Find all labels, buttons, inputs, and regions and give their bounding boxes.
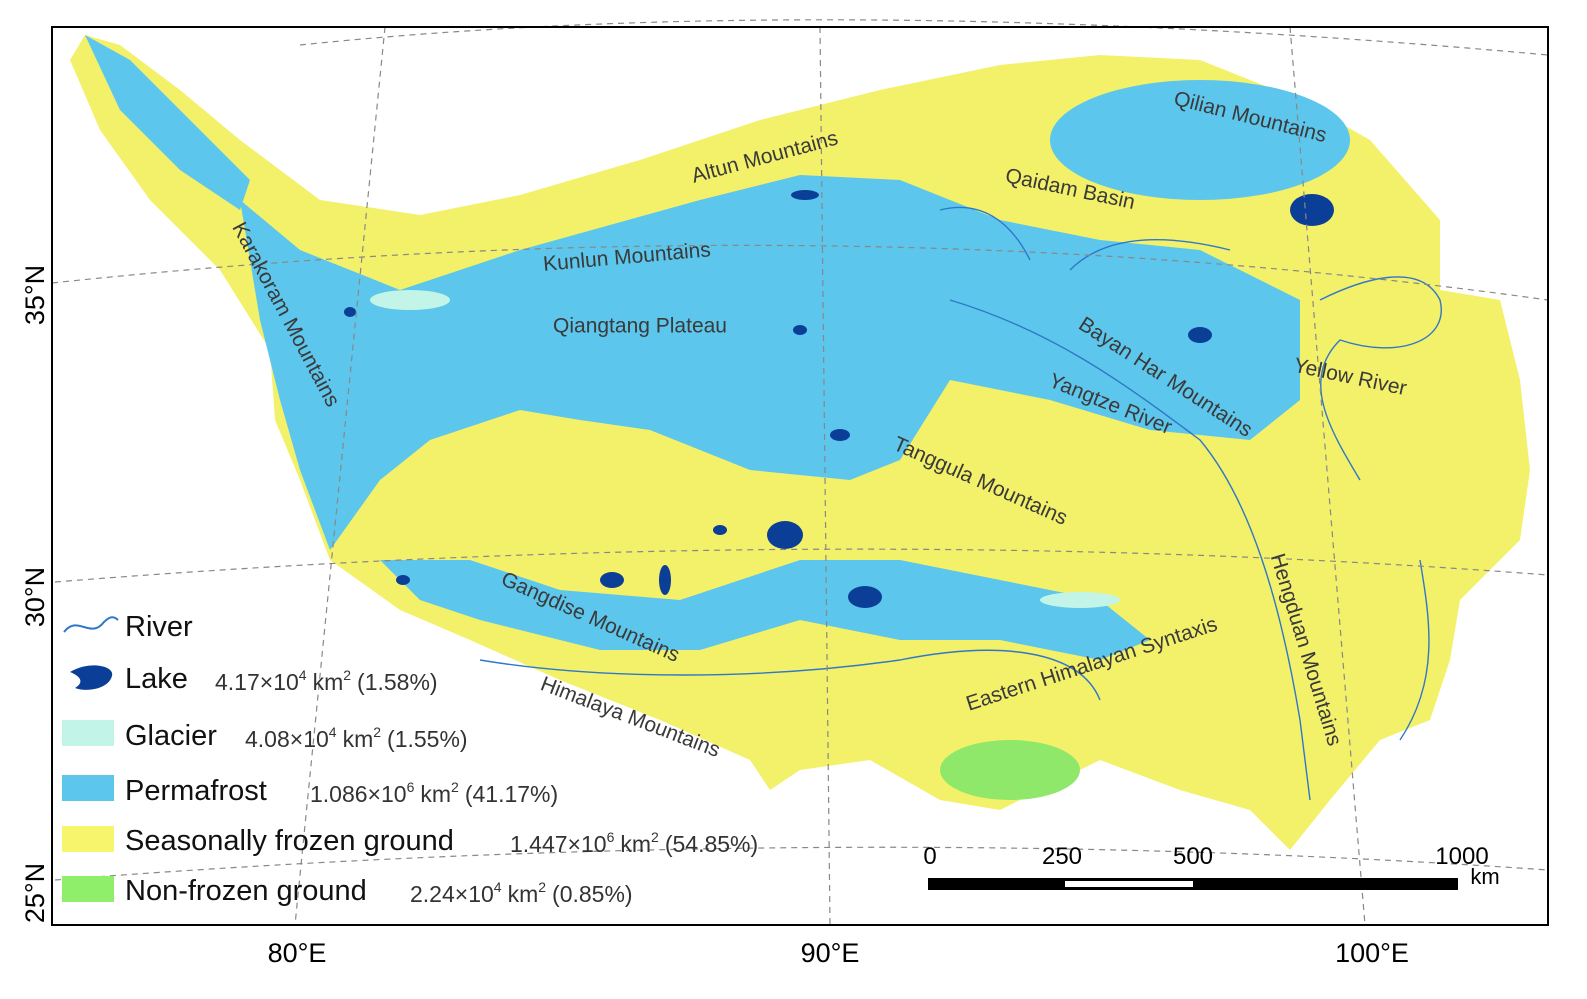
- area-unit: km: [313, 669, 344, 695]
- legend-area: 4.08×104 km2 (1.55%): [245, 724, 468, 752]
- graticule: [51, 19, 1549, 926]
- lake: [713, 525, 727, 535]
- area-share: (54.85%): [665, 831, 758, 857]
- longitude-line: [819, 26, 831, 926]
- area-base: 4.17×10: [215, 669, 299, 695]
- river: [479, 649, 1101, 701]
- legend-label: Seasonally frozen ground: [125, 825, 454, 857]
- area-share: (1.58%): [357, 669, 438, 695]
- area-share: (0.85%): [552, 881, 633, 907]
- lake: [830, 429, 850, 441]
- lake: [848, 586, 882, 608]
- legend-area: 1.086×106 km2 (41.17%): [310, 779, 558, 807]
- river: [1319, 276, 1442, 481]
- longitude-label: 80°E: [268, 938, 327, 968]
- area-exponent: 6: [607, 829, 615, 845]
- legend-permafrost-swatch: [62, 775, 114, 801]
- map-frame: [51, 26, 1549, 926]
- legend-swatches: [62, 616, 119, 902]
- area-unit: km: [343, 726, 374, 752]
- area-unit: km: [420, 781, 451, 807]
- glacier-area: [370, 290, 450, 310]
- area-unit: km: [508, 881, 539, 907]
- area-exponent: 4: [329, 724, 337, 740]
- longitude-line: [294, 26, 386, 926]
- lake: [1290, 194, 1334, 226]
- lakes: [344, 190, 1334, 608]
- lake: [600, 572, 624, 588]
- area-unit-exponent: 2: [373, 724, 381, 740]
- scale-tick-label: 0: [923, 843, 936, 870]
- legend-area: 4.17×104 km2 (1.58%): [215, 667, 438, 695]
- longitude-label: 100°E: [1335, 938, 1409, 968]
- lake: [1188, 327, 1212, 343]
- area-exponent: 4: [494, 879, 502, 895]
- legend-glacier-swatch: [62, 720, 114, 746]
- legend-area: 1.447×106 km2 (54.85%): [510, 829, 758, 857]
- area-share: (1.55%): [387, 726, 468, 752]
- place-label: Qiangtang Plateau: [553, 315, 727, 338]
- lake: [396, 575, 410, 585]
- legend-seasonal-swatch: [62, 826, 114, 852]
- permafrost-area: [380, 560, 1150, 660]
- permafrost-area: [1050, 80, 1350, 200]
- longitude-label: 90°E: [801, 938, 860, 968]
- area-base: 1.447×10: [510, 831, 607, 857]
- scale-bar-segment: [1065, 881, 1193, 887]
- legend-nonfrozen-swatch: [62, 876, 114, 902]
- area-unit-exponent: 2: [651, 829, 659, 845]
- latitude-label: 35°N: [20, 265, 50, 325]
- scale-tick-label: 250: [1042, 843, 1082, 870]
- legend-label: Glacier: [125, 720, 217, 752]
- legend-label: River: [125, 611, 193, 643]
- area-share: (41.17%): [465, 781, 558, 807]
- latitude-line: [54, 846, 1549, 881]
- lake: [344, 307, 356, 317]
- latitude-label: 30°N: [20, 567, 50, 627]
- scale-tick-label: 1000: [1435, 843, 1488, 870]
- area-exponent: 6: [407, 779, 415, 795]
- area-base: 4.08×10: [245, 726, 329, 752]
- latitude-line: [299, 19, 1549, 56]
- latitude-line: [54, 548, 1549, 583]
- rivers: [479, 206, 1442, 801]
- area-exponent: 4: [299, 667, 307, 683]
- latitude-line: [51, 244, 1549, 301]
- river: [1399, 559, 1430, 741]
- legend-label: Non-frozen ground: [125, 875, 367, 907]
- area-unit-exponent: 2: [343, 667, 351, 683]
- lake: [659, 565, 671, 595]
- area-base: 1.086×10: [310, 781, 407, 807]
- area-unit-exponent: 2: [538, 879, 546, 895]
- legend-label: Permafrost: [125, 775, 267, 807]
- area-base: 2.24×10: [410, 881, 494, 907]
- legend-area: 2.24×104 km2 (0.85%): [410, 879, 633, 907]
- permafrost-area: [85, 35, 250, 210]
- lake: [793, 325, 807, 335]
- river: [939, 206, 1031, 261]
- permafrost-area: [240, 175, 1300, 550]
- lake: [767, 521, 803, 549]
- glacier-area: [1040, 592, 1120, 608]
- longitude-line: [1289, 26, 1366, 926]
- non-frozen-area: [940, 740, 1080, 800]
- area-unit: km: [620, 831, 651, 857]
- river: [1069, 238, 1231, 271]
- river: [949, 299, 1311, 801]
- area-unit-exponent: 2: [451, 779, 459, 795]
- legend-lake-symbol: [70, 665, 113, 690]
- scale-tick-label: 500: [1173, 843, 1213, 870]
- latitude-label: 25°N: [20, 863, 50, 923]
- legend-river-symbol: [63, 616, 119, 633]
- scale-unit: km: [1470, 864, 1499, 889]
- legend-label: Lake: [125, 663, 188, 695]
- lake: [791, 190, 819, 200]
